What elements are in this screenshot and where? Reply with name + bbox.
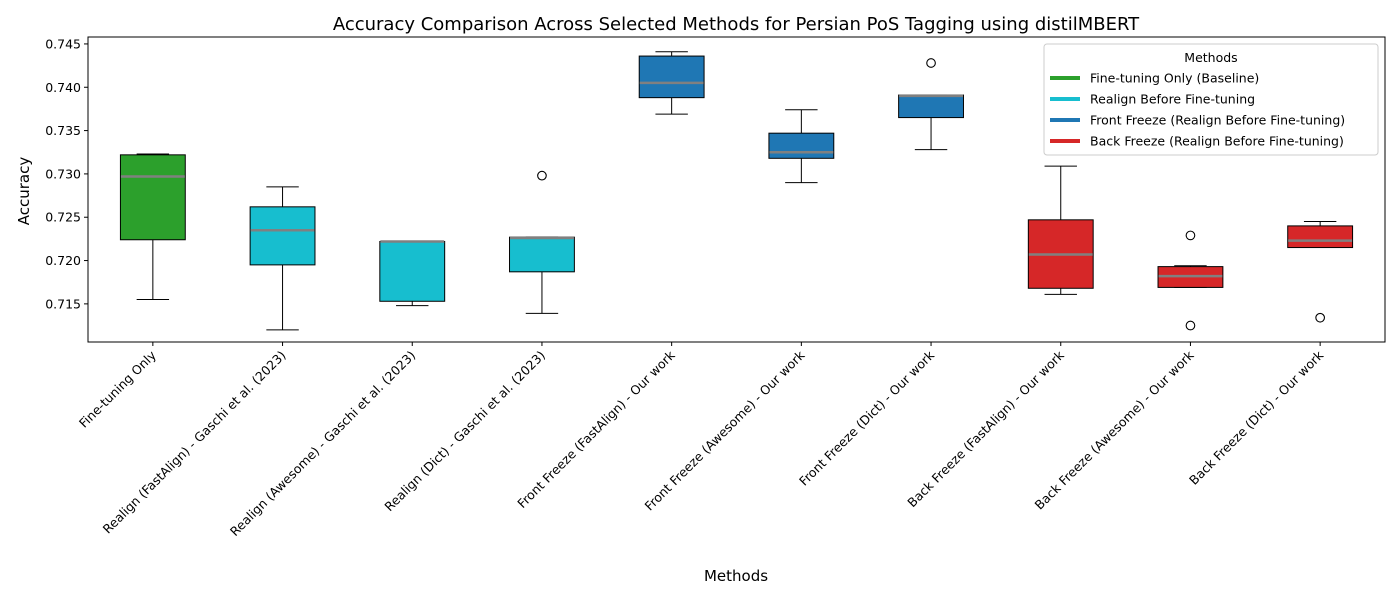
box-iqr <box>379 240 446 302</box>
legend-title: Methods <box>1184 50 1237 65</box>
x-tick-label: Front Freeze (Dict) - Our work <box>796 347 938 489</box>
y-tick-label: 0.715 <box>45 296 81 311</box>
outlier-point <box>1315 312 1325 323</box>
box-group-1 <box>119 153 186 301</box>
box-iqr <box>898 94 964 119</box>
legend-entry-1: Fine-tuning Only (Baseline) <box>1050 71 1259 86</box>
x-axis-label: Methods <box>704 567 768 585</box>
box-iqr <box>249 206 316 266</box>
box-group-10 <box>1287 221 1354 323</box>
legend-entry-4: Back Freeze (Realign Before Fine-tuning) <box>1050 134 1344 149</box>
x-tick-label: Back Freeze (FastAlign) - Our work <box>904 347 1067 510</box>
box-group-2 <box>249 186 316 331</box>
x-tick-label: Fine-tuning Only <box>76 347 160 431</box>
box-iqr <box>1287 225 1354 249</box>
y-axis-label: Accuracy <box>15 157 33 226</box>
x-tick-label: Realign (Dict) - Gaschi et al. (2023) <box>381 348 548 515</box>
legend-label: Front Freeze (Realign Before Fine-tuning… <box>1090 113 1345 128</box>
box-group-3 <box>379 240 446 307</box>
box-group-4 <box>509 170 575 314</box>
box-iqr <box>509 236 575 273</box>
legend-entry-3: Front Freeze (Realign Before Fine-tuning… <box>1050 113 1345 128</box>
y-tick-label: 0.730 <box>45 166 81 181</box>
legend-frame <box>1043 43 1379 156</box>
axes-frame <box>87 36 1386 343</box>
box-group-7 <box>898 58 964 151</box>
legend-label: Back Freeze (Realign Before Fine-tuning) <box>1090 134 1344 149</box>
box-iqr <box>768 132 835 159</box>
x-tick-label: Back Freeze (Dict) - Our work <box>1186 347 1327 488</box>
y-tick-label: 0.745 <box>45 36 81 51</box>
outlier-point <box>1185 320 1196 331</box>
y-tick-label: 0.735 <box>45 123 81 138</box>
x-tick-label: Back Freeze (Awesome) - Our work <box>1032 347 1198 513</box>
box-iqr <box>119 154 186 241</box>
y-tick-label: 0.725 <box>45 210 81 225</box>
chart-title: Accuracy Comparison Across Selected Meth… <box>333 14 1140 35</box>
legend-label: Realign Before Fine-tuning <box>1090 92 1255 107</box>
plot-area <box>119 51 1354 331</box>
outlier-point <box>926 58 936 68</box>
y-tick-label: 0.720 <box>45 253 81 268</box>
box-group-5 <box>638 51 705 115</box>
legend-label: Fine-tuning Only (Baseline) <box>1090 71 1259 86</box>
box-group-6 <box>768 109 835 184</box>
outlier-point <box>1185 230 1196 241</box>
box-group-9 <box>1157 230 1224 331</box>
legend-entry-2: Realign Before Fine-tuning <box>1050 92 1255 107</box>
box-group-8 <box>1027 165 1094 295</box>
box-iqr <box>638 55 705 99</box>
outlier-point <box>537 170 547 181</box>
y-tick-label: 0.740 <box>45 80 81 95</box>
x-tick-label: Front Freeze (FastAlign) - Our work <box>514 347 678 511</box>
x-tick-label: Front Freeze (Awesome) - Our work <box>642 347 808 513</box>
legend: Methods Fine-tuning Only (Baseline) Realig… <box>1043 43 1379 156</box>
